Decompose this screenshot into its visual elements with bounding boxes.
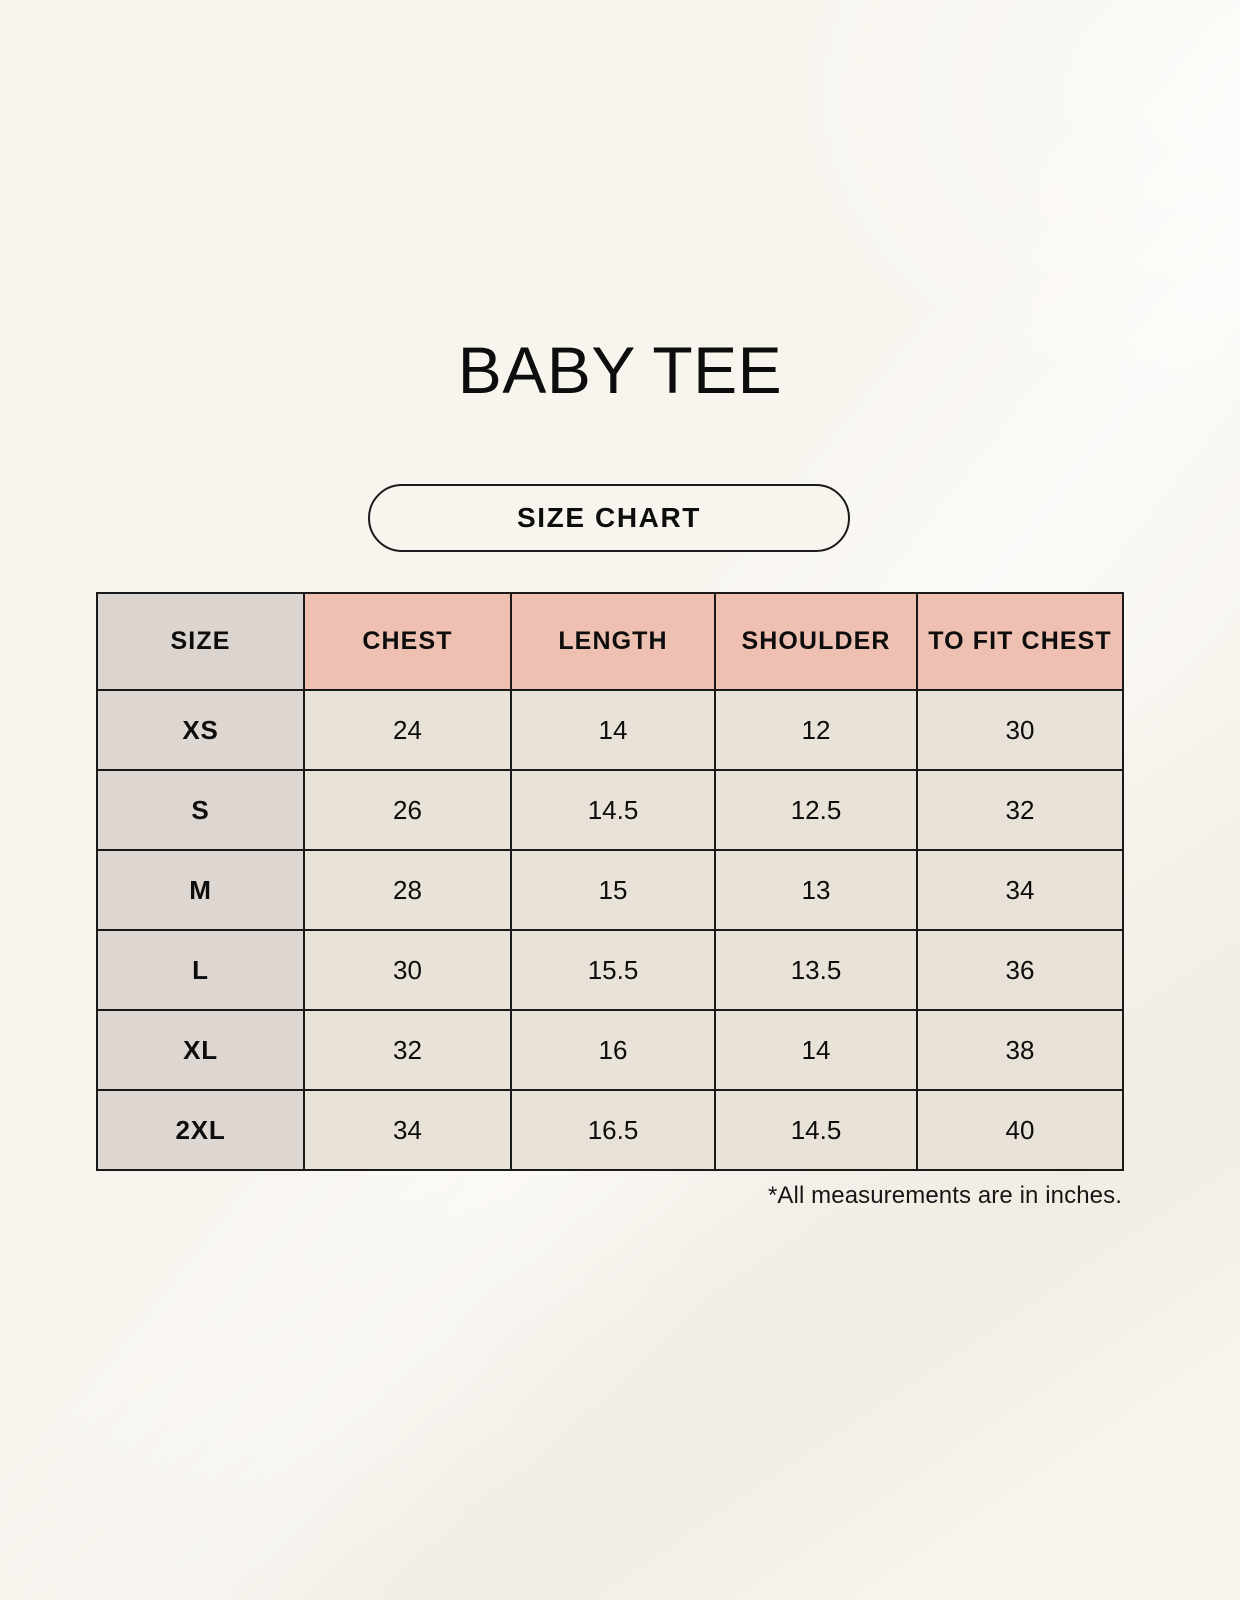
cell-chest: 26: [303, 769, 512, 851]
cell-size: M: [96, 849, 305, 931]
cell-chest: 34: [303, 1089, 512, 1171]
size-table-container: SIZE CHEST LENGTH SHOULDER TO FIT CHEST …: [96, 592, 1124, 1171]
cell-length: 15: [510, 849, 716, 931]
column-header-chest: CHEST: [303, 592, 512, 691]
cell-size: 2XL: [96, 1089, 305, 1171]
cell-length: 15.5: [510, 929, 716, 1011]
cell-chest: 32: [303, 1009, 512, 1091]
cell-to-fit-chest: 40: [916, 1089, 1124, 1171]
size-chart-badge-label: SIZE CHART: [517, 502, 701, 533]
cell-length: 16: [510, 1009, 716, 1091]
page-title: BABY TEE: [457, 333, 783, 407]
size-table-header: SIZE CHEST LENGTH SHOULDER TO FIT CHEST: [96, 592, 1124, 691]
size-table: SIZE CHEST LENGTH SHOULDER TO FIT CHEST …: [96, 592, 1124, 1171]
cell-shoulder: 14: [714, 1009, 918, 1091]
column-header-length: LENGTH: [510, 592, 716, 691]
cell-to-fit-chest: 36: [916, 929, 1124, 1011]
table-row: XS 24 14 12 30: [96, 689, 1124, 771]
size-chart-badge: SIZE CHART: [368, 484, 850, 552]
cell-size: L: [96, 929, 305, 1011]
cell-shoulder: 13: [714, 849, 918, 931]
size-table-body: XS 24 14 12 30 S 26 14.5 12.5 32 M 28 15: [96, 689, 1124, 1171]
cell-size: S: [96, 769, 305, 851]
cell-to-fit-chest: 38: [916, 1009, 1124, 1091]
column-header-shoulder: SHOULDER: [714, 592, 918, 691]
table-row: 2XL 34 16.5 14.5 40: [96, 1089, 1124, 1171]
cell-size: XS: [96, 689, 305, 771]
cell-shoulder: 13.5: [714, 929, 918, 1011]
table-row: S 26 14.5 12.5 32: [96, 769, 1124, 851]
cell-chest: 24: [303, 689, 512, 771]
table-row: XL 32 16 14 38: [96, 1009, 1124, 1091]
cell-shoulder: 12.5: [714, 769, 918, 851]
cell-to-fit-chest: 34: [916, 849, 1124, 931]
cell-chest: 28: [303, 849, 512, 931]
cell-shoulder: 12: [714, 689, 918, 771]
cell-size: XL: [96, 1009, 305, 1091]
measurements-footnote: *All measurements are in inches.: [767, 1182, 1122, 1209]
cell-shoulder: 14.5: [714, 1089, 918, 1171]
cell-chest: 30: [303, 929, 512, 1011]
cell-length: 14: [510, 689, 716, 771]
cell-length: 14.5: [510, 769, 716, 851]
column-header-size: SIZE: [96, 592, 305, 691]
table-row: L 30 15.5 13.5 36: [96, 929, 1124, 1011]
column-header-to-fit-chest: TO FIT CHEST: [916, 592, 1124, 691]
cell-to-fit-chest: 30: [916, 689, 1124, 771]
cell-to-fit-chest: 32: [916, 769, 1124, 851]
table-header-row: SIZE CHEST LENGTH SHOULDER TO FIT CHEST: [96, 592, 1124, 691]
table-row: M 28 15 13 34: [96, 849, 1124, 931]
cell-length: 16.5: [510, 1089, 716, 1171]
